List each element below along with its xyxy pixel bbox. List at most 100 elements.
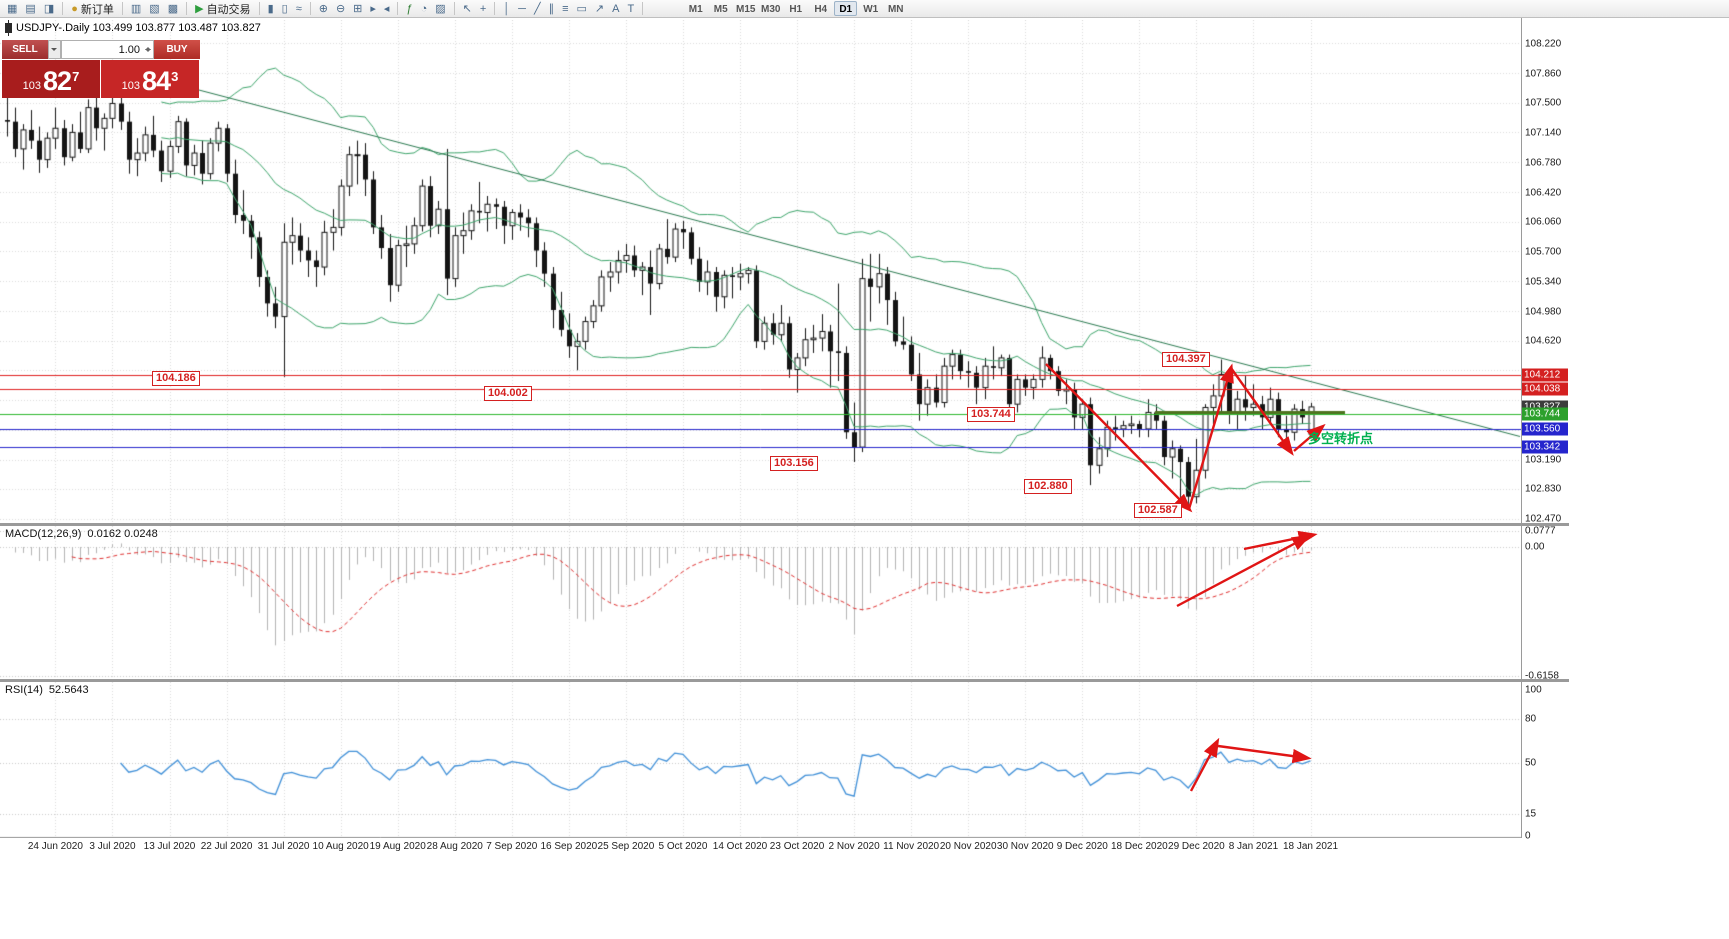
price-annotation-label[interactable]: 104.397 <box>1162 352 1210 367</box>
price-tick-label: 108.220 <box>1525 38 1562 50</box>
panel-divider[interactable] <box>0 679 1569 682</box>
price-annotation-label[interactable]: 103.744 <box>967 407 1015 422</box>
macd-scale-label: 0.00 <box>1525 541 1545 553</box>
market-watch-icon[interactable]: ▥ <box>128 1 144 17</box>
templates-icon: ▨ <box>435 2 446 15</box>
timeframe-mn[interactable]: MN <box>887 4 904 15</box>
fibonacci-icon[interactable]: ≡ <box>559 1 571 17</box>
zoom-in-icon: ⊕ <box>318 2 328 15</box>
timeframe-m15[interactable]: M15 <box>735 4 756 15</box>
timeframe-h1[interactable]: H1 <box>789 4 803 15</box>
rsi-scale-label: 100 <box>1525 684 1542 696</box>
shapes-icon[interactable]: ▭ <box>574 1 590 17</box>
date-tick-label: 18 Jan 2021 <box>1282 841 1339 852</box>
volume-input[interactable]: 1.00 <box>61 40 154 59</box>
indicators-icon: ƒ <box>406 2 413 15</box>
price-annotation-label[interactable]: 102.880 <box>1024 479 1072 494</box>
market-watch-icon: ▥ <box>130 2 142 15</box>
rsi-panel-canvas[interactable] <box>0 682 1521 838</box>
macd-scale-label: -0.6158 <box>1525 670 1559 682</box>
arrows-icon[interactable]: ↗ <box>592 1 607 17</box>
bar-chart-icon: ▮ <box>267 2 274 15</box>
autotrading-button[interactable]: ▶ 自动交易 <box>192 1 253 17</box>
auto-scroll-icon[interactable]: ▸ <box>367 1 379 17</box>
ask-pip: 3 <box>171 69 179 84</box>
channel-icon[interactable]: ∥ <box>546 1 558 17</box>
data-window-icon[interactable]: ◨ <box>41 1 57 17</box>
price-line-label: 103.744 <box>1522 407 1568 421</box>
rsi-scale-label: 15 <box>1525 808 1537 820</box>
date-tick-label: 9 Dec 2020 <box>1056 841 1108 852</box>
bar-chart-icon[interactable]: ▮ <box>265 1 277 17</box>
candlestick-chart-icon[interactable]: ▯ <box>279 1 291 17</box>
new-chart-icon[interactable]: ▦ <box>4 1 20 17</box>
cursor-icon: ↖ <box>462 2 472 15</box>
macd-indicator-label: MACD(12,26,9) 0.0162 0.0248 <box>5 528 158 540</box>
volume-value: 1.00 <box>118 43 140 56</box>
templates-icon[interactable]: ▨ <box>432 1 448 17</box>
crosshair-icon[interactable]: + <box>477 1 489 17</box>
terminal-icon[interactable]: ▩ <box>165 1 181 17</box>
navigator-icon[interactable]: ▧ <box>146 1 162 17</box>
macd-scale-label: 0.0777 <box>1525 525 1556 537</box>
date-tick-label: 16 Sep 2020 <box>540 841 598 852</box>
price-annotation-label[interactable]: 104.186 <box>152 371 200 386</box>
volume-dropdown-button[interactable] <box>48 40 61 59</box>
price-annotation-label[interactable]: 102.587 <box>1134 503 1182 518</box>
annotation-note[interactable]: 多空转折点 <box>1308 431 1374 446</box>
label-icon: T <box>627 2 635 15</box>
price-tick-label: 107.500 <box>1525 97 1562 109</box>
new-order-button-label: 新订单 <box>80 3 114 16</box>
text-icon[interactable]: A <box>609 1 622 17</box>
price-tick-label: 107.860 <box>1525 68 1562 80</box>
periods-icon[interactable]: ◔ <box>418 1 431 17</box>
zoom-in-icon[interactable]: ⊕ <box>316 1 331 17</box>
zoom-out-icon[interactable]: ⊖ <box>333 1 348 17</box>
new-order-button[interactable]: ● 新订单 <box>68 1 117 17</box>
ask-price[interactable]: 103 84 3 <box>101 60 199 98</box>
sell-button[interactable]: SELL <box>2 40 48 59</box>
indicators-icon[interactable]: ƒ <box>403 1 415 17</box>
timeframe-w1[interactable]: W1 <box>863 4 879 15</box>
date-tick-label: 3 Jul 2020 <box>89 841 136 852</box>
toolbar-separator <box>494 2 496 15</box>
panel-divider[interactable] <box>0 523 1569 526</box>
chart-shift-icon[interactable]: ◂ <box>381 1 393 17</box>
line-chart-icon[interactable]: ≈ <box>293 1 305 17</box>
date-tick-label: 31 Jul 2020 <box>257 841 310 852</box>
one-click-trading-panel: SELL 1.00 BUY 103 82 7 103 84 3 <box>2 40 200 98</box>
volume-decrease-icon[interactable] <box>145 49 151 55</box>
timeframe-d1[interactable]: D1 <box>834 1 858 16</box>
toolbar-separator <box>121 2 123 15</box>
buy-button[interactable]: BUY <box>154 40 200 59</box>
tile-windows-icon[interactable]: ⊞ <box>350 1 365 17</box>
price-annotation-label[interactable]: 104.002 <box>484 386 532 401</box>
profiles-icon[interactable]: ▤ <box>22 1 38 17</box>
cursor-icon[interactable]: ↖ <box>460 1 475 17</box>
bid-price[interactable]: 103 82 7 <box>2 60 100 98</box>
autotrading-button-label: 自动交易 <box>206 3 251 16</box>
macd-values: 0.0162 0.0248 <box>87 528 158 540</box>
timeframe-m5[interactable]: M5 <box>713 4 728 15</box>
new-chart-icon: ▦ <box>7 2 18 15</box>
terminal-icon: ▩ <box>167 2 179 15</box>
trendline-icon[interactable]: ╱ <box>531 1 544 17</box>
date-tick-label: 28 Aug 2020 <box>426 841 483 852</box>
trendline-icon: ╱ <box>533 2 541 15</box>
timeframe-m1[interactable]: M1 <box>688 4 703 15</box>
ask-prefix: 103 <box>121 80 141 92</box>
vertical-line-icon[interactable]: │ <box>500 1 513 17</box>
arrows-icon: ↗ <box>594 2 605 15</box>
shapes-icon: ▭ <box>576 2 587 15</box>
volume-increase-icon[interactable] <box>145 44 151 50</box>
date-tick-label: 13 Jul 2020 <box>143 841 196 852</box>
timeframe-m30[interactable]: M30 <box>760 4 781 15</box>
price-annotation-label[interactable]: 103.156 <box>770 456 818 471</box>
timeframe-h4[interactable]: H4 <box>814 4 828 15</box>
macd-name: MACD(12,26,9) <box>5 528 82 540</box>
macd-panel-canvas[interactable] <box>0 526 1521 679</box>
label-icon[interactable]: T <box>624 1 637 17</box>
horizontal-line-icon[interactable]: ─ <box>515 1 529 17</box>
date-tick-label: 24 Jun 2020 <box>27 841 83 852</box>
main-chart-canvas[interactable] <box>0 20 1521 523</box>
